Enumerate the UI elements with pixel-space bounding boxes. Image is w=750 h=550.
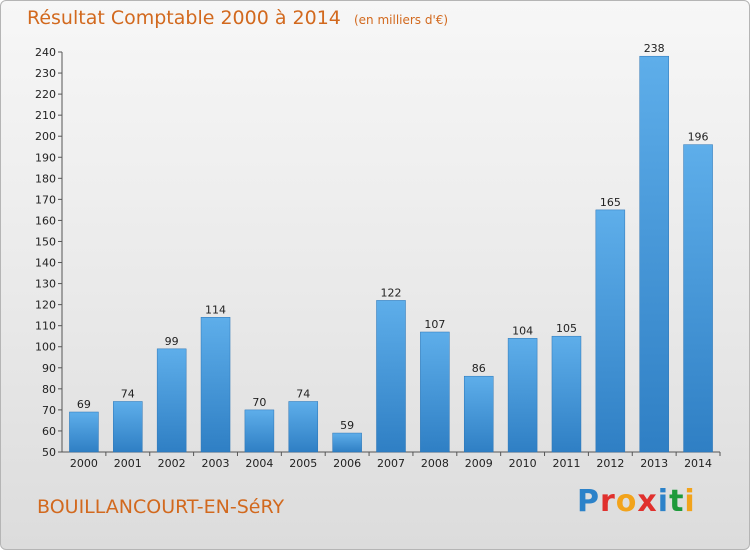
chart-subtitle: (en milliers d'€) [353,13,449,27]
y-tick-label: 130 [35,278,56,291]
y-tick-label: 100 [35,341,56,354]
y-tick-label: 110 [35,320,56,333]
y-tick-label: 60 [42,425,56,438]
bar-2001 [113,401,143,453]
y-tick-label: 180 [35,172,56,185]
y-tick-label: 220 [35,88,56,101]
logo-letter: x [637,484,658,519]
data-label-2000: 69 [77,398,91,411]
bar-2005 [288,401,319,453]
x-tick-label-2008: 2008 [421,457,449,470]
logo-letter: i [684,484,696,519]
x-tick-label-2004: 2004 [245,457,273,470]
x-tick-label-2005: 2005 [289,457,317,470]
data-label-2011: 105 [556,322,577,335]
bar-2003 [200,317,231,453]
x-tick-label-2014: 2014 [684,457,712,470]
data-label-2009: 86 [472,362,486,375]
y-tick-label: 140 [35,257,56,270]
y-tick-label: 230 [35,67,56,80]
data-label-2014: 196 [688,131,709,144]
data-label-2007: 122 [381,286,402,299]
data-label-2010: 104 [512,324,533,337]
bar-2008 [420,331,450,453]
y-tick-label: 50 [42,446,56,459]
y-tick-label: 190 [35,151,56,164]
x-tick-label-2006: 2006 [333,457,361,470]
x-tick-label-2010: 2010 [509,457,537,470]
chart-title: Résultat Comptable 2000 à 2014 [27,7,341,29]
data-label-2013: 238 [644,42,665,55]
data-label-2003: 114 [205,303,226,316]
bar-2011 [551,335,582,453]
y-tick-label: 80 [42,383,56,396]
data-label-2012: 165 [600,196,621,209]
proxiti-logo[interactable]: Proxiti [577,484,696,519]
y-tick-label: 90 [42,362,56,375]
bar-2006 [332,432,362,453]
x-tick-label-2001: 2001 [114,457,142,470]
x-tick-label-2012: 2012 [596,457,624,470]
logo-letter: i [657,484,670,519]
data-label-2004: 70 [252,396,266,409]
commune-name: BOUILLANCOURT-EN-SéRY [37,496,285,518]
x-tick-label-2011: 2011 [552,457,580,470]
y-tick-label: 200 [35,130,56,143]
bar-2010 [507,338,538,453]
x-tick-label-2002: 2002 [158,457,186,470]
y-tick-label: 170 [35,193,56,206]
x-tick-label-2003: 2003 [202,457,230,470]
bar-2000 [69,411,99,453]
logo-letter: o [615,484,638,519]
y-tick-label: 120 [35,299,56,312]
title-row: Résultat Comptable 2000 à 2014 (en milli… [27,7,448,29]
logo-letter: P [577,484,600,519]
bar-2009 [463,375,494,453]
bar-2007 [376,300,406,453]
bar-2012 [595,209,626,453]
bar-2014 [683,144,713,453]
x-tick-label-2007: 2007 [377,457,405,470]
bar-2004 [244,409,275,453]
data-label-2008: 107 [424,318,445,331]
data-label-2005: 74 [296,387,310,400]
bars-group [69,55,713,453]
x-tick-label-2009: 2009 [465,457,493,470]
logo-letter: t [669,484,685,519]
y-tick-label: 210 [35,109,56,122]
data-labels-group: 69 74 99 114 70 74 59 122 107 86 104 105 165 238 196 [77,42,709,432]
y-tick-label: 150 [35,235,56,248]
logo-letter: r [600,484,616,519]
bar-2013 [639,55,669,453]
x-tick-label-2000: 2000 [70,457,98,470]
bar-2002 [156,348,187,453]
y-tick-label: 240 [35,46,56,59]
x-tick-label-2013: 2013 [640,457,668,470]
data-label-2002: 99 [165,335,179,348]
data-label-2001: 74 [121,387,135,400]
y-tick-label: 70 [42,404,56,417]
data-label-2006: 59 [340,419,354,432]
y-tick-label: 160 [35,214,56,227]
